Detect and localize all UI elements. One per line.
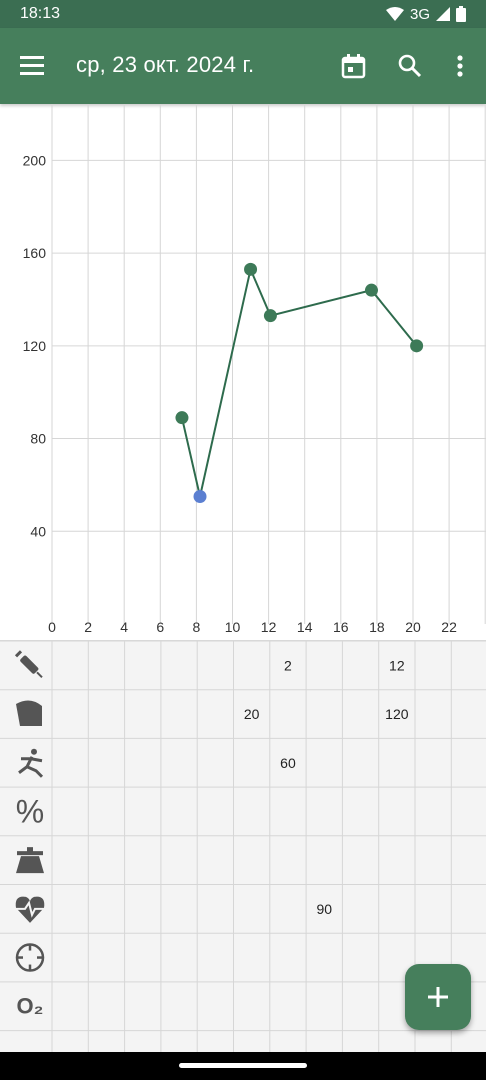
calendar-icon[interactable] [340, 52, 368, 80]
table-cell-value: 12 [389, 657, 405, 673]
syringe-icon [14, 650, 43, 679]
clock-dial-icon [15, 943, 45, 972]
table-cell-value: 20 [244, 706, 260, 722]
glucose-chart[interactable]: 40 80 120 160 200 0 2 4 6 8 10 12 14 16 18 20 22 [0, 104, 486, 640]
x-tick-label: 6 [156, 619, 164, 635]
heart-pulse-icon [14, 896, 46, 923]
svg-text:%: % [16, 793, 44, 829]
status-icons: 3G [385, 5, 466, 23]
x-tick-label: 22 [441, 619, 457, 635]
data-point [244, 262, 258, 276]
data-point [364, 283, 378, 297]
x-tick-label: 10 [225, 619, 241, 635]
wifi-icon [385, 7, 404, 21]
table-cell-value: 120 [385, 706, 409, 722]
table-svg: 2 12 20 120 60% 90 O₂ [0, 641, 486, 1053]
x-tick-label: 14 [297, 619, 313, 635]
plus-icon [428, 987, 448, 1007]
y-tick-label: 80 [30, 431, 46, 447]
y-tick-label: 120 [23, 338, 47, 354]
glucose-series-line [180, 266, 418, 497]
page-title[interactable]: ср, 23 окт. 2024 г. [76, 52, 255, 77]
x-tick-label: 0 [48, 619, 56, 635]
entries-table: 2 12 20 120 60% 90 O₂ [0, 640, 486, 1053]
data-point [263, 309, 277, 323]
x-tick-label: 20 [405, 619, 421, 635]
x-tick-label: 18 [369, 619, 385, 635]
x-tick-label: 12 [261, 619, 277, 635]
oxygen-icon: O₂ [17, 993, 44, 1018]
bread-icon [16, 700, 42, 727]
add-entry-button[interactable] [405, 964, 471, 1030]
running-person-icon [18, 748, 44, 778]
y-tick-label: 160 [23, 245, 47, 261]
x-tick-label: 16 [333, 619, 349, 635]
scale-icon [16, 847, 44, 874]
battery-icon [456, 6, 466, 22]
data-point [410, 339, 424, 353]
svg-text:O₂: O₂ [17, 993, 44, 1018]
y-tick-label: 200 [23, 152, 47, 168]
network-type: 3G [409, 5, 430, 23]
status-time: 18:13 [20, 5, 61, 22]
signal-icon [436, 7, 450, 21]
table-cell-value: 60 [280, 755, 296, 771]
x-tick-label: 8 [193, 619, 201, 635]
search-icon[interactable] [396, 52, 424, 80]
menu-icon[interactable] [20, 54, 46, 78]
navigation-bar [0, 1052, 486, 1080]
data-point-selected [193, 490, 207, 503]
chart-svg: 40 80 120 160 200 0 2 4 6 8 10 12 14 16 18 20 22 [23, 104, 486, 635]
app-bar: ср, 23 окт. 2024 г. [0, 28, 486, 104]
percent-icon: % [16, 793, 44, 829]
status-bar: 18:13 3G [0, 0, 486, 28]
x-tick-label: 4 [120, 619, 128, 635]
x-tick-label: 2 [84, 619, 92, 635]
y-tick-label: 40 [30, 523, 46, 539]
more-vert-icon[interactable] [446, 52, 474, 80]
data-point [175, 411, 189, 425]
table-cell-value: 90 [316, 901, 332, 917]
table-cell-value: 2 [284, 657, 292, 673]
home-gesture-handle[interactable] [179, 1063, 307, 1068]
